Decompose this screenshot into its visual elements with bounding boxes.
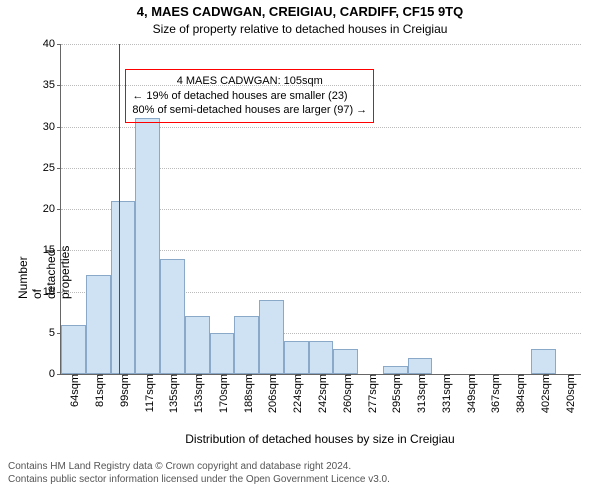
x-axis-label: Distribution of detached houses by size … (60, 432, 580, 446)
histogram-bar (333, 349, 358, 374)
y-tick-label: 30 (43, 121, 61, 133)
x-tick-label: 188sqm (239, 374, 255, 413)
plot-area: 051015202530354064sqm81sqm99sqm117sqm135… (60, 44, 581, 375)
gridline (61, 44, 581, 45)
x-tick-label: 295sqm (387, 374, 403, 413)
x-tick-label: 206sqm (263, 374, 279, 413)
footer-attribution: Contains HM Land Registry data © Crown c… (0, 456, 600, 490)
x-tick-label: 153sqm (189, 374, 205, 413)
histogram-bar (284, 341, 309, 374)
x-tick-label: 170sqm (214, 374, 230, 413)
x-tick-label: 402sqm (536, 374, 552, 413)
footer-line-1: Contains HM Land Registry data © Crown c… (8, 460, 592, 473)
footer-line-2: Contains public sector information licen… (8, 473, 592, 486)
x-tick-label: 260sqm (338, 374, 354, 413)
histogram-bar (86, 275, 111, 374)
x-tick-label: 81sqm (90, 374, 106, 407)
histogram-bar (61, 325, 86, 375)
histogram-bar (383, 366, 408, 374)
histogram-bar (160, 259, 185, 375)
y-tick-label: 35 (43, 79, 61, 91)
x-tick-label: 117sqm (140, 374, 156, 412)
y-tick-label: 5 (49, 327, 61, 339)
annotation-line: 80% of semi-detached houses are larger (… (132, 103, 367, 118)
y-tick-label: 40 (43, 38, 61, 50)
annotation-line: 4 MAES CADWGAN: 105sqm (132, 74, 367, 89)
y-tick-label: 0 (49, 368, 61, 380)
histogram-bar (111, 201, 136, 374)
histogram-bar (259, 300, 284, 374)
x-tick-label: 313sqm (412, 374, 428, 413)
histogram-bar (531, 349, 556, 374)
histogram-bar (408, 358, 433, 375)
property-marker-line (119, 44, 120, 374)
chart-title: 4, MAES CADWGAN, CREIGIAU, CARDIFF, CF15… (0, 4, 600, 19)
x-tick-label: 349sqm (462, 374, 478, 413)
histogram-bar (210, 333, 235, 374)
x-tick-label: 277sqm (363, 374, 379, 413)
x-tick-label: 135sqm (164, 374, 180, 413)
histogram-bar (309, 341, 334, 374)
y-tick-label: 20 (43, 203, 61, 215)
y-tick-label: 25 (43, 162, 61, 174)
x-tick-label: 384sqm (511, 374, 527, 413)
y-axis-label: Number of detached properties (16, 246, 72, 299)
x-tick-label: 64sqm (65, 374, 81, 407)
x-tick-label: 99sqm (115, 374, 131, 407)
annotation-box: 4 MAES CADWGAN: 105sqm← 19% of detached … (125, 69, 374, 124)
x-tick-label: 242sqm (313, 374, 329, 413)
histogram-bar (185, 316, 210, 374)
histogram-bar (135, 118, 160, 374)
x-tick-label: 331sqm (437, 374, 453, 413)
chart-subtitle: Size of property relative to detached ho… (0, 22, 600, 36)
x-tick-label: 224sqm (288, 374, 304, 413)
x-tick-label: 367sqm (486, 374, 502, 413)
histogram-bar (234, 316, 259, 374)
annotation-line: ← 19% of detached houses are smaller (23… (132, 89, 367, 104)
x-tick-label: 420sqm (561, 374, 577, 413)
